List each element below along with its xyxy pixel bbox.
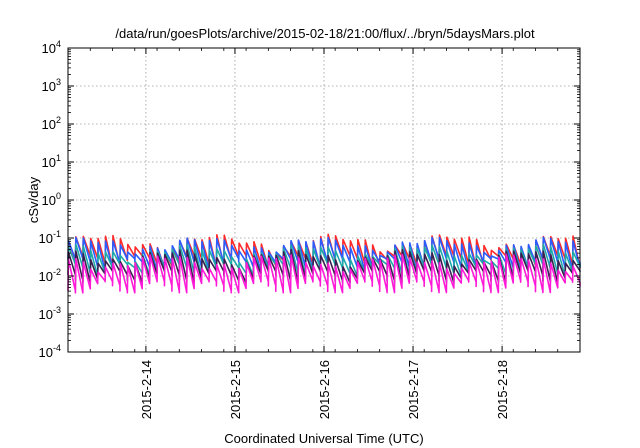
x-tick-label: 2015-2-14 <box>139 360 154 419</box>
series-line <box>67 253 581 294</box>
grid <box>68 48 580 352</box>
y-tick-label: 10-2 <box>39 267 61 284</box>
y-tick-label: 101 <box>42 153 61 170</box>
series-group <box>67 233 581 294</box>
series-line <box>67 236 581 272</box>
y-tick-label: 10-4 <box>39 343 61 360</box>
y-tick-label: 100 <box>42 191 61 208</box>
x-tick-label: 2015-2-18 <box>495 360 510 419</box>
y-tick-label: 10-1 <box>39 229 61 246</box>
y-tick-label: 10-3 <box>39 305 61 322</box>
y-axis-label: cSv/day <box>26 176 41 223</box>
ticks: 10-4 10-3 10-2 10-1 100 101 102 103 104 2015-2-14… <box>39 39 580 419</box>
series-line <box>67 248 581 284</box>
y-tick-label: 102 <box>42 115 61 132</box>
chart-title: /data/run/goesPlots/archive/2015-02-18/2… <box>115 26 535 41</box>
x-axis-label: Coordinated Universal Time (UTC) <box>224 431 423 446</box>
x-tick-label: 2015-2-15 <box>228 360 243 419</box>
y-tick-label: 104 <box>42 39 61 56</box>
x-tick-label: 2015-2-17 <box>406 360 421 419</box>
x-tick-label: 2015-2-16 <box>317 360 332 419</box>
y-tick-label: 103 <box>42 77 61 94</box>
